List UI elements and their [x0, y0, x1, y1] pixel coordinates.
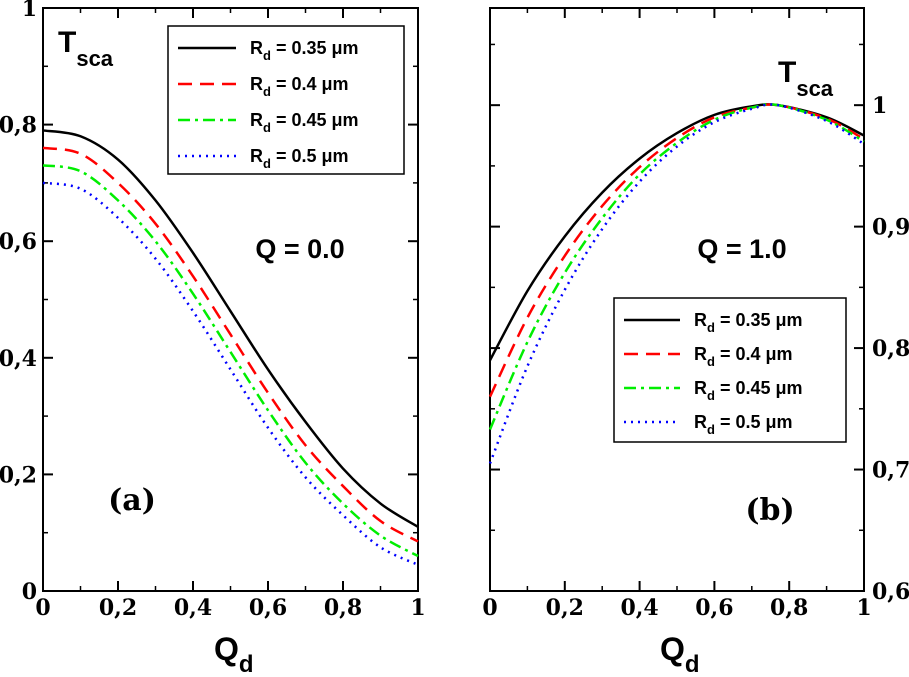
legend-box [167, 25, 405, 175]
y-tick-label: 0,7 [872, 458, 909, 484]
x-tick-label: 0,6 [695, 595, 733, 621]
y-tick-label: 0,8 [0, 113, 37, 139]
x-tick-label: 0,2 [99, 595, 137, 621]
y-tick-label: 1 [872, 93, 887, 119]
series-line-3 [488, 103, 865, 430]
y-tick-label: 0,9 [872, 215, 909, 241]
legend-entry-label: Rd = 0.45 μm [694, 378, 803, 403]
x-tick-label: 0,4 [620, 595, 658, 621]
x-tick-label: 1 [856, 595, 871, 621]
q-annotation: Q = 1.0 [697, 234, 786, 264]
panel-label: (b) [745, 493, 794, 528]
y-tick-label: 0,2 [0, 462, 37, 488]
legend-entry-label: Rd = 0.4 μm [694, 344, 793, 369]
x-tick-label: 0,4 [174, 595, 212, 621]
y-tick-label: 0,8 [872, 336, 909, 362]
chart-panel-a: 0 0,2 0,4 0,6 0,8 1 0 0,2 0,4 0,6 0,8 1 Rd = 0.35 μm… [0, 0, 426, 677]
series-line-2 [488, 103, 865, 398]
legend-box [613, 297, 847, 443]
legend-entry-label: Rd = 0.5 μm [694, 412, 793, 437]
legend-entry-label: Rd = 0.45 μm [250, 110, 359, 135]
x-tick-label: 0 [35, 595, 50, 621]
legend-entry-label: Rd = 0.35 μm [250, 38, 359, 63]
legend-entry-label: Rd = 0.5 μm [250, 146, 349, 171]
x-tick-label: 1 [410, 595, 425, 621]
legend: Rd = 0.35 μm Rd = 0.4 μm Rd = 0.45 μm Rd = … [167, 25, 405, 175]
legend-entry-label: Rd = 0.35 μm [694, 310, 803, 335]
y-tick-label: 0,6 [0, 229, 37, 255]
y-axis-title: Tsca [778, 56, 834, 101]
x-tick-label: 0 [482, 595, 497, 621]
y-axis-title: Tsca [58, 26, 114, 71]
y-tick-label: 0,6 [872, 579, 909, 605]
x-tick-label: 0,8 [770, 595, 808, 621]
series-line-3 [42, 164, 419, 558]
series-line-4 [42, 181, 419, 566]
x-axis-title: Qd [214, 631, 254, 677]
y-tick-label: 0 [22, 579, 37, 605]
x-tick-label: 0,2 [546, 595, 584, 621]
y-tick-label: 1 [22, 0, 37, 22]
legend: Rd = 0.35 μm Rd = 0.4 μm Rd = 0.45 μm Rd = … [613, 297, 847, 443]
x-tick-label: 0,8 [324, 595, 362, 621]
series-line-4 [488, 103, 865, 464]
q-annotation: Q = 0.0 [255, 234, 344, 264]
panel-label: (a) [108, 483, 156, 518]
y-tick-label: 0,4 [0, 346, 37, 372]
x-tick-label: 0,6 [249, 595, 287, 621]
series-line-1 [42, 129, 419, 528]
x-axis-title: Qd [660, 631, 700, 677]
series-line-2 [42, 146, 419, 543]
legend-entry-label: Rd = 0.4 μm [250, 74, 349, 99]
